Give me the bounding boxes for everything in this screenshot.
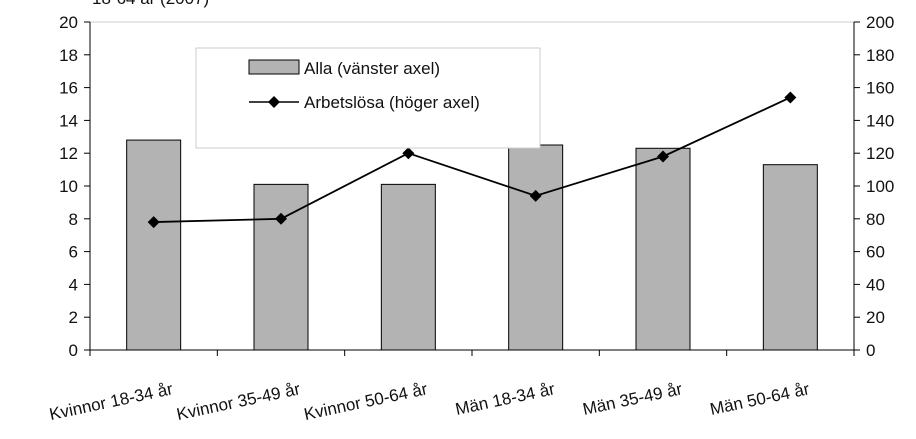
line-point (402, 147, 415, 160)
line-point (529, 189, 542, 202)
right-axis: 0 20 40 60 80 100 120 140 160 180 200 (853, 13, 894, 360)
category-label: Män 35-49 år (581, 379, 684, 419)
left-tick-label: 12 (59, 144, 78, 163)
left-tick-label: 8 (69, 210, 78, 229)
line-point (784, 91, 797, 104)
right-tick-label: 140 (866, 111, 894, 130)
category-label: Kvinnor 35-49 år (175, 379, 302, 424)
category-label: Kvinnor 50-64 år (302, 379, 429, 424)
left-tick-label: 18 (59, 46, 78, 65)
bar (508, 144, 564, 351)
left-tick-label: 20 (59, 13, 78, 32)
right-tick-label: 20 (866, 308, 885, 327)
left-tick-label: 2 (69, 308, 78, 327)
legend-diamond-marker (268, 96, 280, 108)
category-label: Män 50-64 år (708, 379, 811, 419)
right-tick-label: 100 (866, 177, 894, 196)
right-tick-label: 60 (866, 243, 885, 262)
bar (126, 139, 182, 351)
right-tick-label: 200 (866, 13, 894, 32)
bar (635, 147, 691, 351)
legend-bar-swatch (248, 59, 300, 75)
legend-label-bars: Alla (vänster axel) (304, 59, 440, 78)
line-series (147, 91, 797, 229)
left-tick-label: 10 (59, 177, 78, 196)
line-point (275, 212, 287, 225)
category-label: Kvinnor 18-34 år (48, 379, 175, 424)
right-tick-label: 120 (866, 144, 894, 163)
bar-series (126, 139, 818, 351)
line-path (153, 96, 791, 223)
left-tick-label: 0 (69, 341, 78, 360)
right-tick-label: 180 (866, 46, 894, 65)
right-tick-label: 0 (866, 341, 875, 360)
right-tick-label: 40 (866, 275, 885, 294)
left-tick-label: 14 (59, 111, 78, 130)
bar (253, 183, 309, 351)
bar (380, 183, 436, 351)
left-tick-label: 4 (69, 275, 78, 294)
legend: Alla (vänster axel) Arbetslösa (höger ax… (195, 47, 541, 149)
right-tick-label: 80 (866, 210, 885, 229)
legend-label-line: Arbetslösa (höger axel) (304, 93, 480, 112)
left-axis: 0 2 4 6 8 10 12 14 16 18 20 (59, 13, 91, 360)
left-tick-label: 16 (59, 79, 78, 98)
chart-title: 18-64 år (2007) (92, 0, 209, 8)
line-point (147, 216, 160, 229)
line-point (657, 150, 669, 163)
category-labels: Kvinnor 18-34 år Kvinnor 35-49 år Kvinnor … (48, 349, 855, 424)
right-tick-label: 160 (866, 79, 894, 98)
category-label: Män 18-34 år (454, 379, 557, 419)
left-tick-label: 6 (69, 243, 78, 262)
bar (762, 164, 818, 351)
